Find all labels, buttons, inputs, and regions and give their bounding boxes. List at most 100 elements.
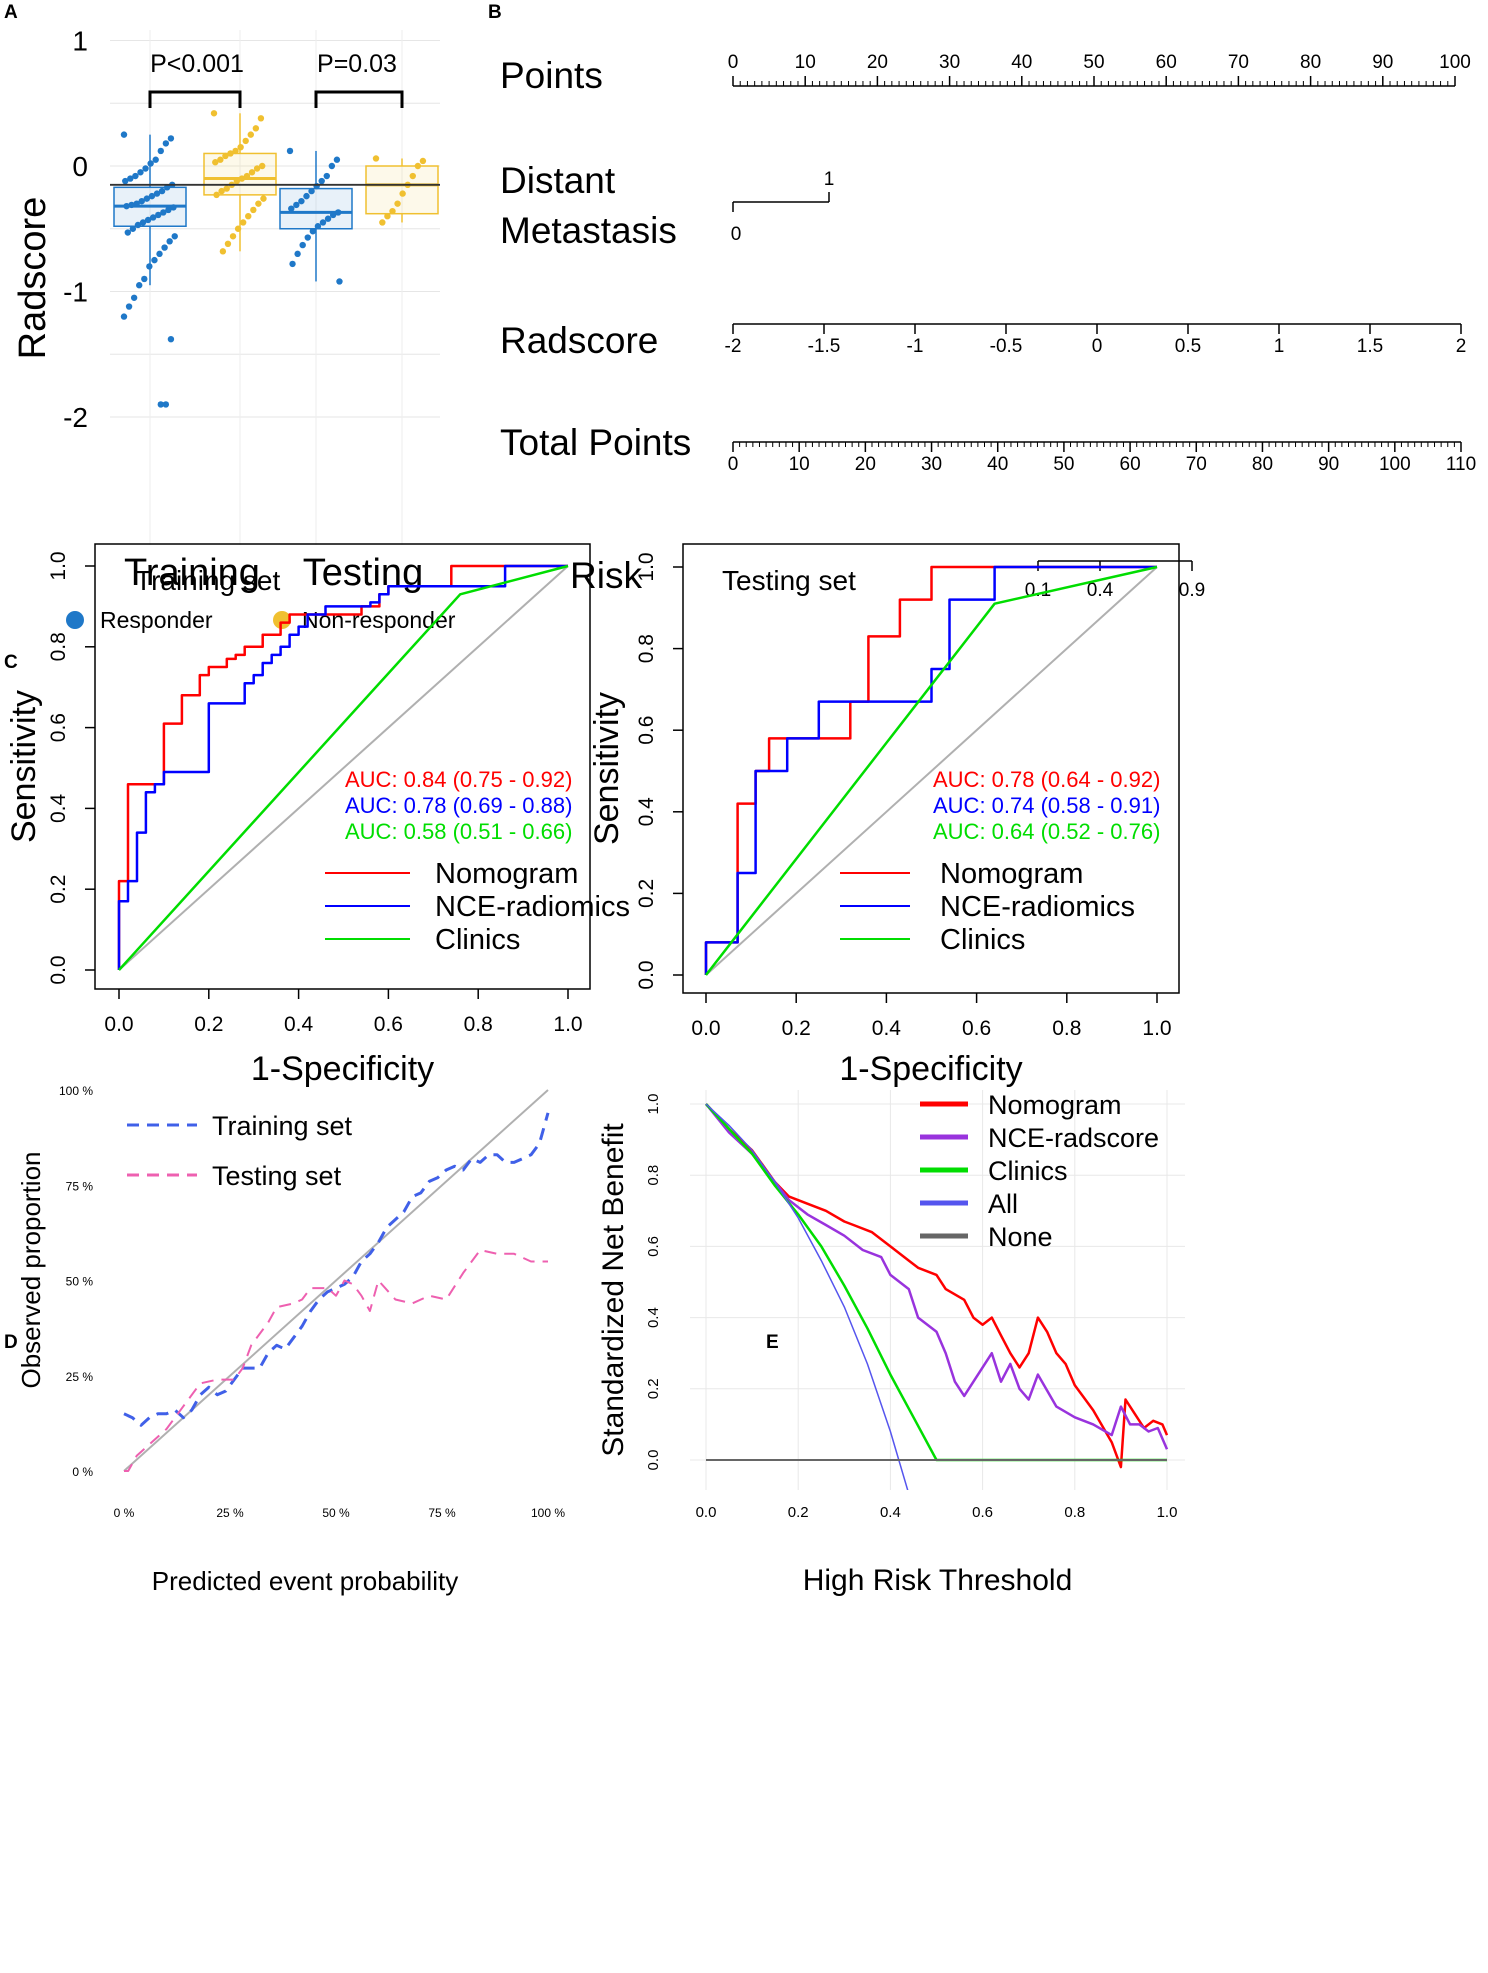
y-tick-label: 1.0 [47, 551, 70, 580]
data-point [151, 256, 158, 264]
panel-label-a: A [4, 2, 18, 23]
y-tick-label: 1 [72, 26, 88, 57]
nomogram-tick-label: 90 [1318, 454, 1339, 475]
y-tick-label: 0.0 [645, 1450, 662, 1471]
data-point [258, 162, 266, 170]
legend-label: Nomogram [435, 858, 578, 890]
legend-label: Nomogram [940, 858, 1083, 890]
data-point [162, 140, 170, 147]
legend-label: None [988, 1222, 1053, 1252]
legend-label: Nomogram [988, 1090, 1122, 1120]
data-point [294, 250, 301, 258]
nomogram-tick-label: 20 [855, 454, 876, 475]
x-tick-label: 0.0 [691, 1017, 720, 1040]
y-tick-label: 0.0 [47, 955, 70, 984]
y-tick-label: 0.8 [645, 1165, 662, 1186]
nomogram-tick-label: 60 [1120, 454, 1141, 475]
legend-label: Clinics [435, 924, 520, 956]
data-point [299, 241, 306, 249]
data-point [149, 214, 157, 221]
data-point [137, 169, 144, 176]
nomogram-tick-label: -2 [725, 336, 742, 357]
data-point [399, 190, 406, 197]
data-point [148, 192, 156, 200]
data-point [157, 401, 164, 408]
data-point [334, 209, 342, 216]
series-line-clinics [705, 565, 1158, 976]
nomogram-tick-label: 100 [1439, 52, 1471, 73]
panel-a-ylabel: Radscore [12, 197, 54, 360]
auc-label: AUC: 0.78 (0.69 - 0.88) [345, 793, 572, 818]
auc-label: AUC: 0.58 (0.51 - 0.66) [345, 819, 572, 844]
legend-label: NCE-radiomics [435, 891, 630, 923]
data-point [153, 190, 161, 197]
data-point [161, 244, 168, 251]
nomogram-tick-label: 50 [1053, 454, 1074, 475]
data-point [171, 233, 178, 240]
x-tick-label: 0.8 [464, 1013, 493, 1036]
x-axis-label: 1-Specificity [839, 1050, 1022, 1088]
x-tick-label: 0.6 [962, 1017, 991, 1040]
data-point [227, 150, 234, 157]
data-point [125, 303, 133, 310]
y-tick-label: 0.2 [47, 875, 70, 904]
data-point [394, 200, 401, 207]
panel-d-calibration: 0 % 25 % 50 % 75 % 100 % 0 % 25 % 50 % 75 % 100 %… [16, 1084, 565, 1596]
y-tick-label: 0.6 [635, 716, 658, 745]
nomogram-tick-label: 0 [728, 52, 739, 73]
series-line-nce-radiomics [704, 565, 1157, 975]
nomogram-tick-label: 0.9 [1179, 580, 1205, 601]
series-line-training-set [123, 1112, 550, 1427]
legend-label: Clinics [988, 1156, 1068, 1186]
data-point [152, 156, 159, 163]
data-point [313, 182, 320, 190]
reference-diagonal [705, 566, 1158, 976]
y-tick-label: 50 % [66, 1275, 94, 1289]
panel-a-bracket-training: P<0.001 [148, 50, 244, 108]
x-tick-label: 0.2 [194, 1013, 223, 1036]
x-tick-label: 1.0 [1157, 1504, 1178, 1521]
y-tick-label: 0.4 [645, 1307, 662, 1328]
data-point [213, 191, 220, 199]
x-tick-label: 0.6 [972, 1504, 993, 1521]
nomogram-tick-label: 0.4 [1087, 580, 1114, 601]
panel-e-decision-curve: 0.0 0.2 0.4 0.6 0.8 1.0 0.0 0.2 0.4 0.6 0.8 1.0 High… [597, 1090, 1185, 1597]
x-tick-label: 100 % [531, 1506, 565, 1520]
y-axis-label: Sensitivity [5, 690, 43, 843]
data-point [328, 162, 336, 170]
panel-c-training-roc: 0.0 0.2 0.4 0.6 0.8 1.0 0.0 0.2 0.4 0.6 0.8 1.0 1-Sp… [5, 543, 630, 1088]
data-point [336, 278, 343, 285]
auc-label: AUC: 0.78 (0.64 - 0.92) [933, 767, 1160, 792]
nomogram-tick-label: 100 [1379, 454, 1411, 475]
y-tick-label: -2 [63, 402, 88, 433]
legend-label: Clinics [940, 924, 1025, 956]
x-tick-label: 0.4 [872, 1017, 902, 1040]
x-tick-label: 0.8 [1064, 1504, 1085, 1521]
data-point [142, 165, 149, 172]
nomogram-tick-label: -0.5 [990, 336, 1023, 357]
data-point [252, 125, 260, 132]
y-tick-label: 0.8 [635, 634, 658, 663]
nomogram-tick-label: 0 [1092, 336, 1103, 357]
nomogram-tick-label: 60 [1156, 52, 1177, 73]
data-point [318, 177, 325, 185]
data-point [319, 219, 327, 226]
nomogram-row-label-points: Points [500, 55, 603, 96]
panel-c-testing-roc: 0.0 0.2 0.4 0.6 0.8 1.0 0.0 0.2 0.4 0.6 0.8 1.0 1-Sp… [588, 543, 1180, 1088]
annotation-p-training: P<0.001 [150, 50, 244, 78]
data-point [409, 172, 416, 180]
y-tick-label: 0.0 [635, 960, 658, 989]
data-point [133, 200, 140, 207]
panel-label-c: C [4, 652, 18, 673]
panel-b-nomogram: Points Distant Metastasis Radscore Total… [500, 52, 1476, 601]
x-tick-label: 1.0 [1142, 1017, 1171, 1040]
y-tick-label: 0.4 [635, 797, 658, 827]
group-label-training: Training [124, 552, 260, 594]
data-point [167, 335, 175, 343]
nomogram-tick-label: 40 [1011, 52, 1032, 73]
nomogram-tick-label: 0 [731, 224, 742, 245]
x-tick-label: 25 % [216, 1506, 244, 1520]
data-point [250, 206, 257, 214]
data-point [122, 177, 129, 185]
x-tick-label: 0 % [114, 1506, 135, 1520]
